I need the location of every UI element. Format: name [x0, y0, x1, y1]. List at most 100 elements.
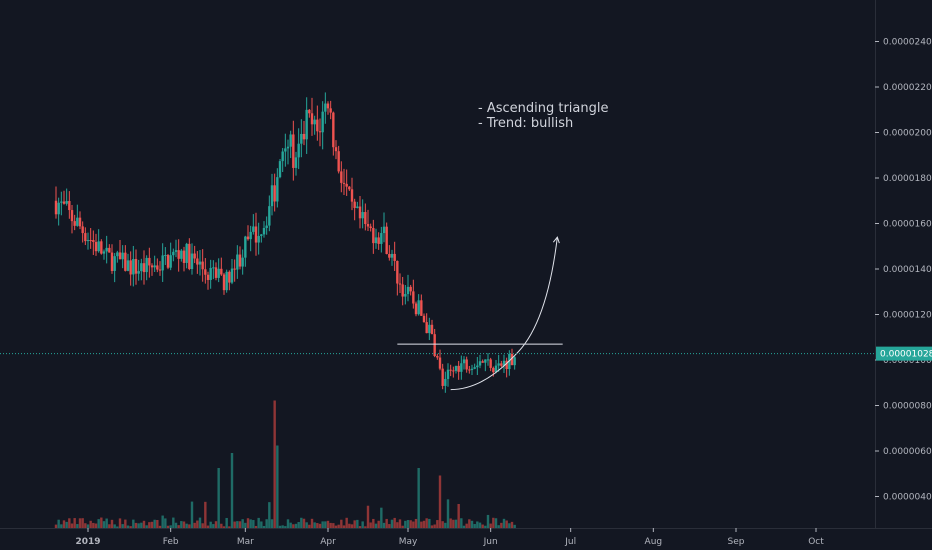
price-tick-label: 0.00001000	[883, 356, 932, 366]
volume-bar	[121, 524, 124, 528]
candle-body	[414, 303, 418, 315]
candle-body	[78, 217, 82, 227]
candle-body	[108, 247, 111, 253]
annotation-text[interactable]: - Ascending triangle - Trend: bullish	[478, 101, 608, 131]
candle-body	[220, 268, 223, 275]
volume-bar	[113, 524, 116, 528]
volume-bar	[209, 521, 212, 528]
volume-bar	[297, 522, 300, 528]
candle-body	[428, 324, 431, 334]
projection-arrow[interactable]	[514, 237, 558, 356]
volume-bar	[220, 523, 223, 528]
volume-bar	[230, 453, 234, 528]
time-axis[interactable]: 2019 Feb Mar Apr May Jun Jul Aug Sep Oct	[75, 528, 824, 547]
candle-body	[401, 284, 404, 297]
volume-layer	[54, 400, 516, 528]
volume-bar	[412, 521, 415, 528]
volume-bar	[102, 521, 106, 528]
volume-bar	[110, 519, 114, 528]
candle-body	[260, 234, 263, 236]
candle-body	[225, 271, 228, 291]
volume-bar	[193, 522, 196, 528]
candle-body	[65, 201, 68, 204]
candle-body	[289, 134, 292, 147]
volume-bar	[188, 524, 191, 528]
candle-body	[404, 294, 407, 297]
candle-body	[126, 260, 130, 271]
price-tick-label: 0.00000600	[883, 447, 932, 457]
volume-bar	[73, 518, 76, 528]
volume-bar	[249, 519, 252, 528]
volume-bar	[172, 517, 175, 528]
candle-body	[337, 151, 340, 172]
volume-bar	[180, 521, 183, 528]
candle-body	[406, 286, 410, 295]
candle-body	[452, 370, 455, 372]
volume-bar	[124, 519, 127, 528]
candle-body	[321, 111, 324, 133]
volume-bar	[364, 526, 367, 528]
price-tick-label: 0.00000800	[883, 402, 932, 412]
candle-body	[236, 254, 239, 270]
price-tick-label: 0.00000400	[883, 493, 932, 503]
candle-body	[513, 357, 516, 366]
volume-bar	[465, 523, 468, 528]
volume-bar	[164, 518, 167, 528]
price-tick-label: 0.00001800	[883, 174, 932, 184]
volume-bar	[228, 526, 231, 528]
candle-body	[246, 236, 250, 240]
volume-bar	[246, 518, 250, 528]
volume-bar	[156, 519, 159, 528]
candle-body	[380, 233, 383, 244]
volume-bar	[134, 522, 138, 528]
candle-body	[190, 253, 194, 270]
candle-body	[174, 250, 178, 252]
candle-body	[110, 252, 114, 271]
volume-bar	[329, 522, 332, 528]
candle-body	[180, 250, 183, 259]
candle-body	[244, 236, 247, 258]
volume-bar	[166, 525, 170, 528]
volume-bar	[273, 400, 276, 528]
volume-bar	[68, 518, 71, 528]
price-tick-label: 0.00002000	[883, 129, 932, 139]
candle-body	[505, 360, 508, 370]
volume-bar	[497, 525, 500, 528]
volume-bar	[444, 522, 447, 528]
candle-body	[377, 237, 380, 244]
candle-body	[318, 131, 322, 133]
volume-bar	[374, 523, 378, 528]
volume-bar	[270, 519, 274, 528]
volume-bar	[404, 520, 407, 528]
candle-body	[478, 361, 482, 366]
candle-body	[265, 225, 268, 229]
volume-bar	[76, 524, 79, 528]
candle-body	[316, 119, 319, 132]
volume-bar	[97, 519, 100, 528]
price-tick-label: 0.00002200	[883, 83, 932, 93]
candle-body	[361, 212, 364, 219]
volume-bar	[396, 522, 399, 528]
candle-body	[473, 367, 476, 369]
volume-bar	[481, 524, 484, 528]
candle-body	[60, 201, 63, 203]
candle-body	[369, 226, 372, 229]
candle-body	[350, 189, 354, 202]
volume-bar	[473, 524, 476, 528]
candle-body	[481, 361, 484, 363]
candle-body	[222, 274, 226, 291]
support-curve[interactable]	[450, 355, 516, 391]
volume-bar	[446, 499, 450, 528]
volume-bar	[510, 521, 514, 528]
candle-body	[422, 315, 426, 323]
volume-bar	[201, 523, 204, 528]
volume-bar	[100, 517, 103, 528]
price-axis[interactable]: 0.00002400 0.00002200 0.00002000 0.00001800…	[875, 38, 932, 503]
candle-body	[441, 368, 444, 386]
candle-body	[329, 108, 332, 113]
last-price-tag	[876, 346, 932, 361]
candle-body	[166, 255, 170, 268]
candle-body	[417, 300, 420, 315]
candle-body	[324, 103, 327, 112]
